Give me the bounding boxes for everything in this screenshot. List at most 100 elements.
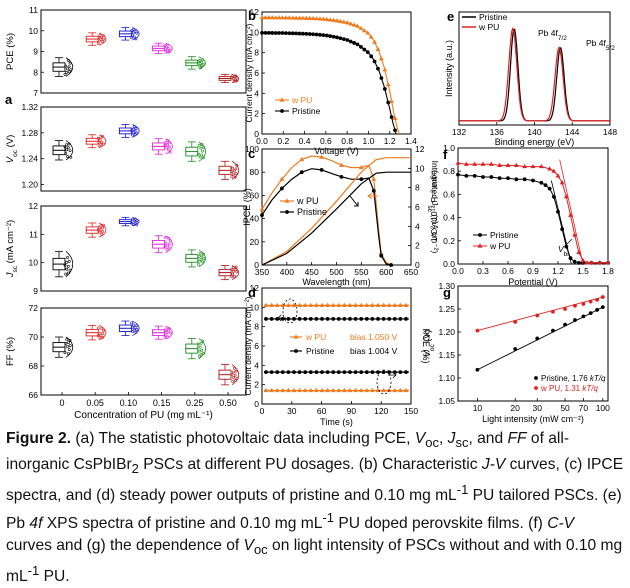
c-marker [319, 167, 324, 172]
b-legend-label: w PU [291, 95, 312, 105]
d-marker [291, 302, 297, 307]
b-marker [269, 15, 275, 20]
d-marker [314, 302, 319, 307]
d-marker [398, 302, 403, 307]
d-x-tick-label: 150 [404, 406, 418, 416]
b-marker [314, 16, 319, 21]
b-marker [328, 34, 333, 39]
data-point [97, 331, 101, 335]
data-point [166, 48, 169, 52]
data-point [101, 336, 105, 339]
d-marker [342, 370, 347, 374]
d-marker [308, 370, 313, 374]
f-marker [472, 161, 478, 166]
d-marker [330, 302, 336, 307]
subplot-frame [40, 106, 247, 192]
data-point [66, 264, 70, 268]
caption-part-b8: PU. [43, 568, 70, 586]
data-point [132, 35, 136, 39]
b-marker [341, 19, 347, 24]
f-marker [497, 176, 502, 181]
b-marker [386, 100, 391, 105]
data-point [67, 142, 71, 146]
d-marker [269, 370, 274, 374]
c-marker [279, 186, 284, 191]
data-point [64, 152, 68, 155]
data-point [69, 155, 73, 159]
c-y2-tick-label: 2 [415, 241, 420, 251]
data-point [133, 222, 137, 226]
d-marker [376, 317, 380, 321]
b-marker [259, 14, 265, 20]
f-x-tick-label: 1.2 [552, 266, 564, 276]
data-point [65, 143, 68, 147]
label-part: sc [427, 206, 434, 213]
d-legend-marker [294, 349, 298, 353]
a-y-tick-label: 68 [29, 361, 39, 371]
f-marker [456, 172, 460, 177]
label-part: FF (%) [5, 337, 16, 366]
b-marker [389, 98, 395, 103]
d-xlabel: Time (s) [320, 417, 353, 427]
f-marker [563, 194, 569, 199]
caption-sup2: -1 [322, 509, 334, 525]
label-part: J [5, 272, 16, 278]
b-marker [379, 76, 384, 80]
g-y-tick-label: 1.15 [438, 350, 455, 360]
b-marker [355, 42, 360, 47]
label-part: V [558, 244, 565, 254]
c-y2-tick-label: 6 [415, 202, 420, 212]
data-point [102, 142, 105, 146]
b-x-tick-label: 0.4 [299, 136, 311, 146]
label-part: V [5, 155, 16, 163]
data-point [197, 143, 201, 147]
d-marker [404, 317, 408, 321]
e-ylabel: Intensity (a.u.) [444, 40, 454, 97]
panel-label-g: g [443, 285, 451, 300]
data-point [168, 239, 172, 243]
f-marker [572, 232, 578, 237]
d-marker [336, 302, 342, 307]
distribution-curve [198, 338, 206, 360]
data-point [200, 153, 204, 157]
data-point [99, 136, 103, 140]
caption-comma: , [438, 430, 444, 447]
f-marker [514, 177, 519, 182]
f-marker [547, 166, 553, 171]
d-marker [342, 302, 347, 307]
d-marker [297, 302, 302, 307]
d-legend-label: w PU [305, 332, 326, 342]
d-marker [392, 302, 398, 307]
label-part: Integrated J [430, 161, 440, 206]
f-y-tick-label: 0.8 [443, 166, 455, 176]
data-point [231, 272, 235, 276]
label-part: w PU, 1.31 [540, 384, 582, 393]
c-marker [260, 213, 264, 218]
f-y-tick-label: 1.0 [443, 143, 455, 153]
c-legend-label: w PU [296, 196, 319, 206]
b-marker [335, 35, 339, 40]
f-y-tick-label: 0.0 [443, 259, 455, 269]
data-point [66, 345, 69, 348]
b-marker [376, 66, 380, 71]
data-point [233, 268, 237, 272]
caption-pb4f: 4f [29, 515, 43, 533]
g-marker [535, 336, 540, 341]
caption-part-b5: PU doped perovskite films. (f) [338, 515, 543, 533]
d-marker [319, 387, 325, 393]
data-point [67, 271, 70, 275]
caption-part-b2: curves, (c) IPCE spectra, and (d) steady… [6, 455, 624, 505]
f-marker [539, 180, 544, 185]
panel-label-b: b [248, 8, 256, 23]
distribution-curve [231, 364, 240, 386]
d-marker [314, 370, 319, 374]
c-marker [319, 154, 324, 159]
c-x-tick-label: 450 [305, 267, 319, 277]
d-marker [302, 302, 308, 307]
d-marker [375, 302, 381, 307]
caption-voc2-sub: oc [253, 541, 268, 557]
f-marker [530, 163, 536, 169]
b-xlabel: Voltage (V) [314, 146, 359, 156]
c-series-line [262, 171, 411, 265]
f-x-tick-label: 1.8 [602, 266, 614, 276]
